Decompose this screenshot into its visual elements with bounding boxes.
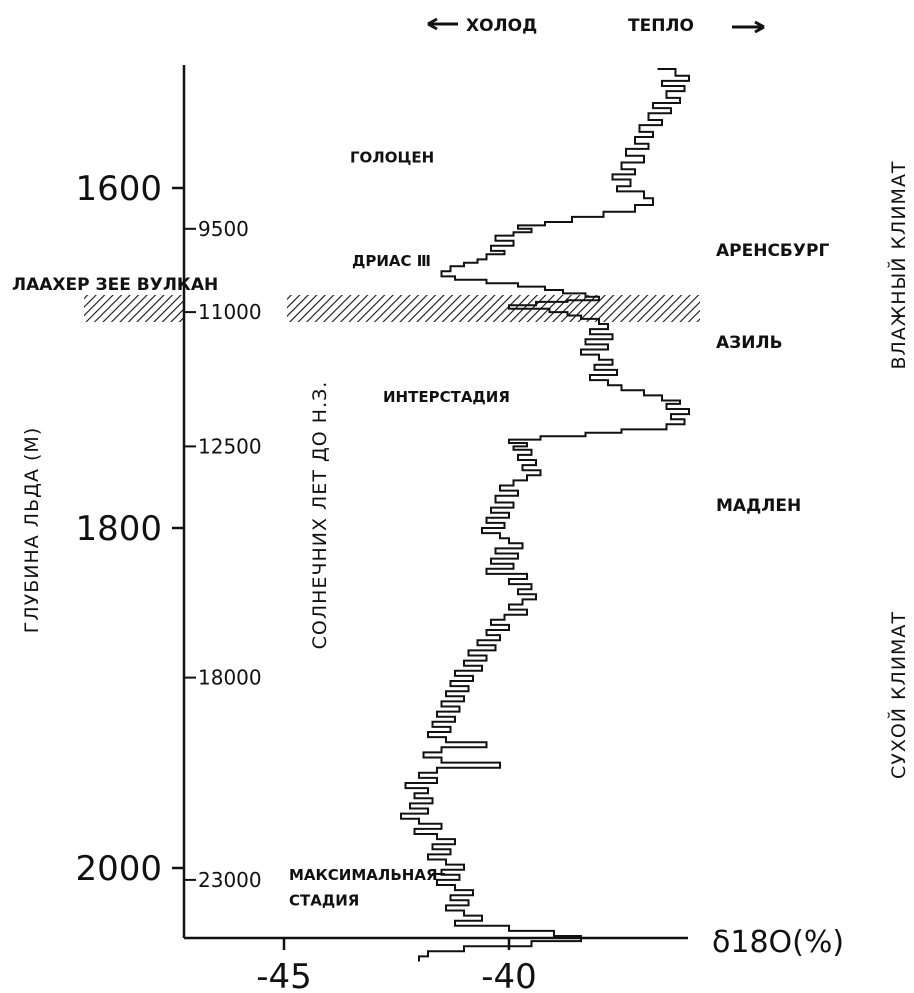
x-tick-label: -40 (481, 957, 537, 993)
arrow-right-icon (732, 20, 765, 34)
direction-cold-label: ХОЛОД (466, 16, 537, 36)
culture-labels: АРЕНСБУРГ АЗИЛЬ МАДЛЕН (716, 241, 829, 516)
depth-tick-label: 2000 (75, 849, 162, 889)
direction-warm-label: ТЕПЛО (628, 16, 694, 36)
age-tick-label: 11000 (198, 300, 262, 324)
arrow-left-icon (427, 17, 458, 31)
annotation-label: МАКСИМАЛЬНАЯ (289, 866, 438, 884)
culture-label: МАДЛЕН (716, 496, 801, 516)
annotation-label: ГОЛОЦЕН (350, 148, 434, 166)
volcano-event-label: ЛААХЕР ЗЕЕ ВУЛКАН (12, 275, 218, 295)
climate-dry-label: СУХОЙ КЛИМАТ (887, 611, 910, 779)
age-tick-label: 18000 (198, 666, 262, 690)
annotations: ГОЛОЦЕН ДРИАС Ⅲ ИНТЕРСТАДИЯ МАКСИМАЛЬНАЯ СТА… (289, 148, 510, 909)
annotation-label: ИНТЕРСТАДИЯ (383, 388, 510, 406)
annotation-label: СТАДИЯ (289, 891, 359, 909)
isotope-series-line (400, 68, 690, 962)
depth-ticks: 1600 1800 2000 (75, 169, 184, 889)
direction-labels: ХОЛОД ТЕПЛО (427, 16, 765, 36)
x-tick-label: -45 (256, 957, 312, 993)
depth-tick-label: 1600 (75, 169, 162, 209)
climate-humid-label: ВЛАЖНЫЙ КЛИМАТ (887, 160, 910, 369)
age-ticks: 9500 11000 12500 18000 23000 (184, 217, 262, 892)
annotation-label: ДРИАС Ⅲ (352, 252, 431, 270)
x-ticks: -45 -40 (256, 938, 537, 993)
depth-tick-label: 1800 (75, 509, 162, 549)
culture-label: АЗИЛЬ (716, 333, 783, 353)
age-tick-label: 9500 (198, 217, 249, 241)
volcanic-layer-right (287, 295, 700, 322)
y-axis-title: ГЛУБИНА ЛЬДА (М) (21, 427, 43, 633)
culture-label: АРЕНСБУРГ (716, 241, 829, 261)
age-tick-label: 12500 (198, 434, 262, 458)
age-axis-title: СОЛНЕЧНИХ ЛЕТ ДО Н.З. (309, 381, 331, 650)
x-axis-title: δ18O(%) (712, 925, 844, 960)
age-tick-label: 23000 (198, 868, 262, 892)
volcanic-layer-left (84, 295, 184, 322)
